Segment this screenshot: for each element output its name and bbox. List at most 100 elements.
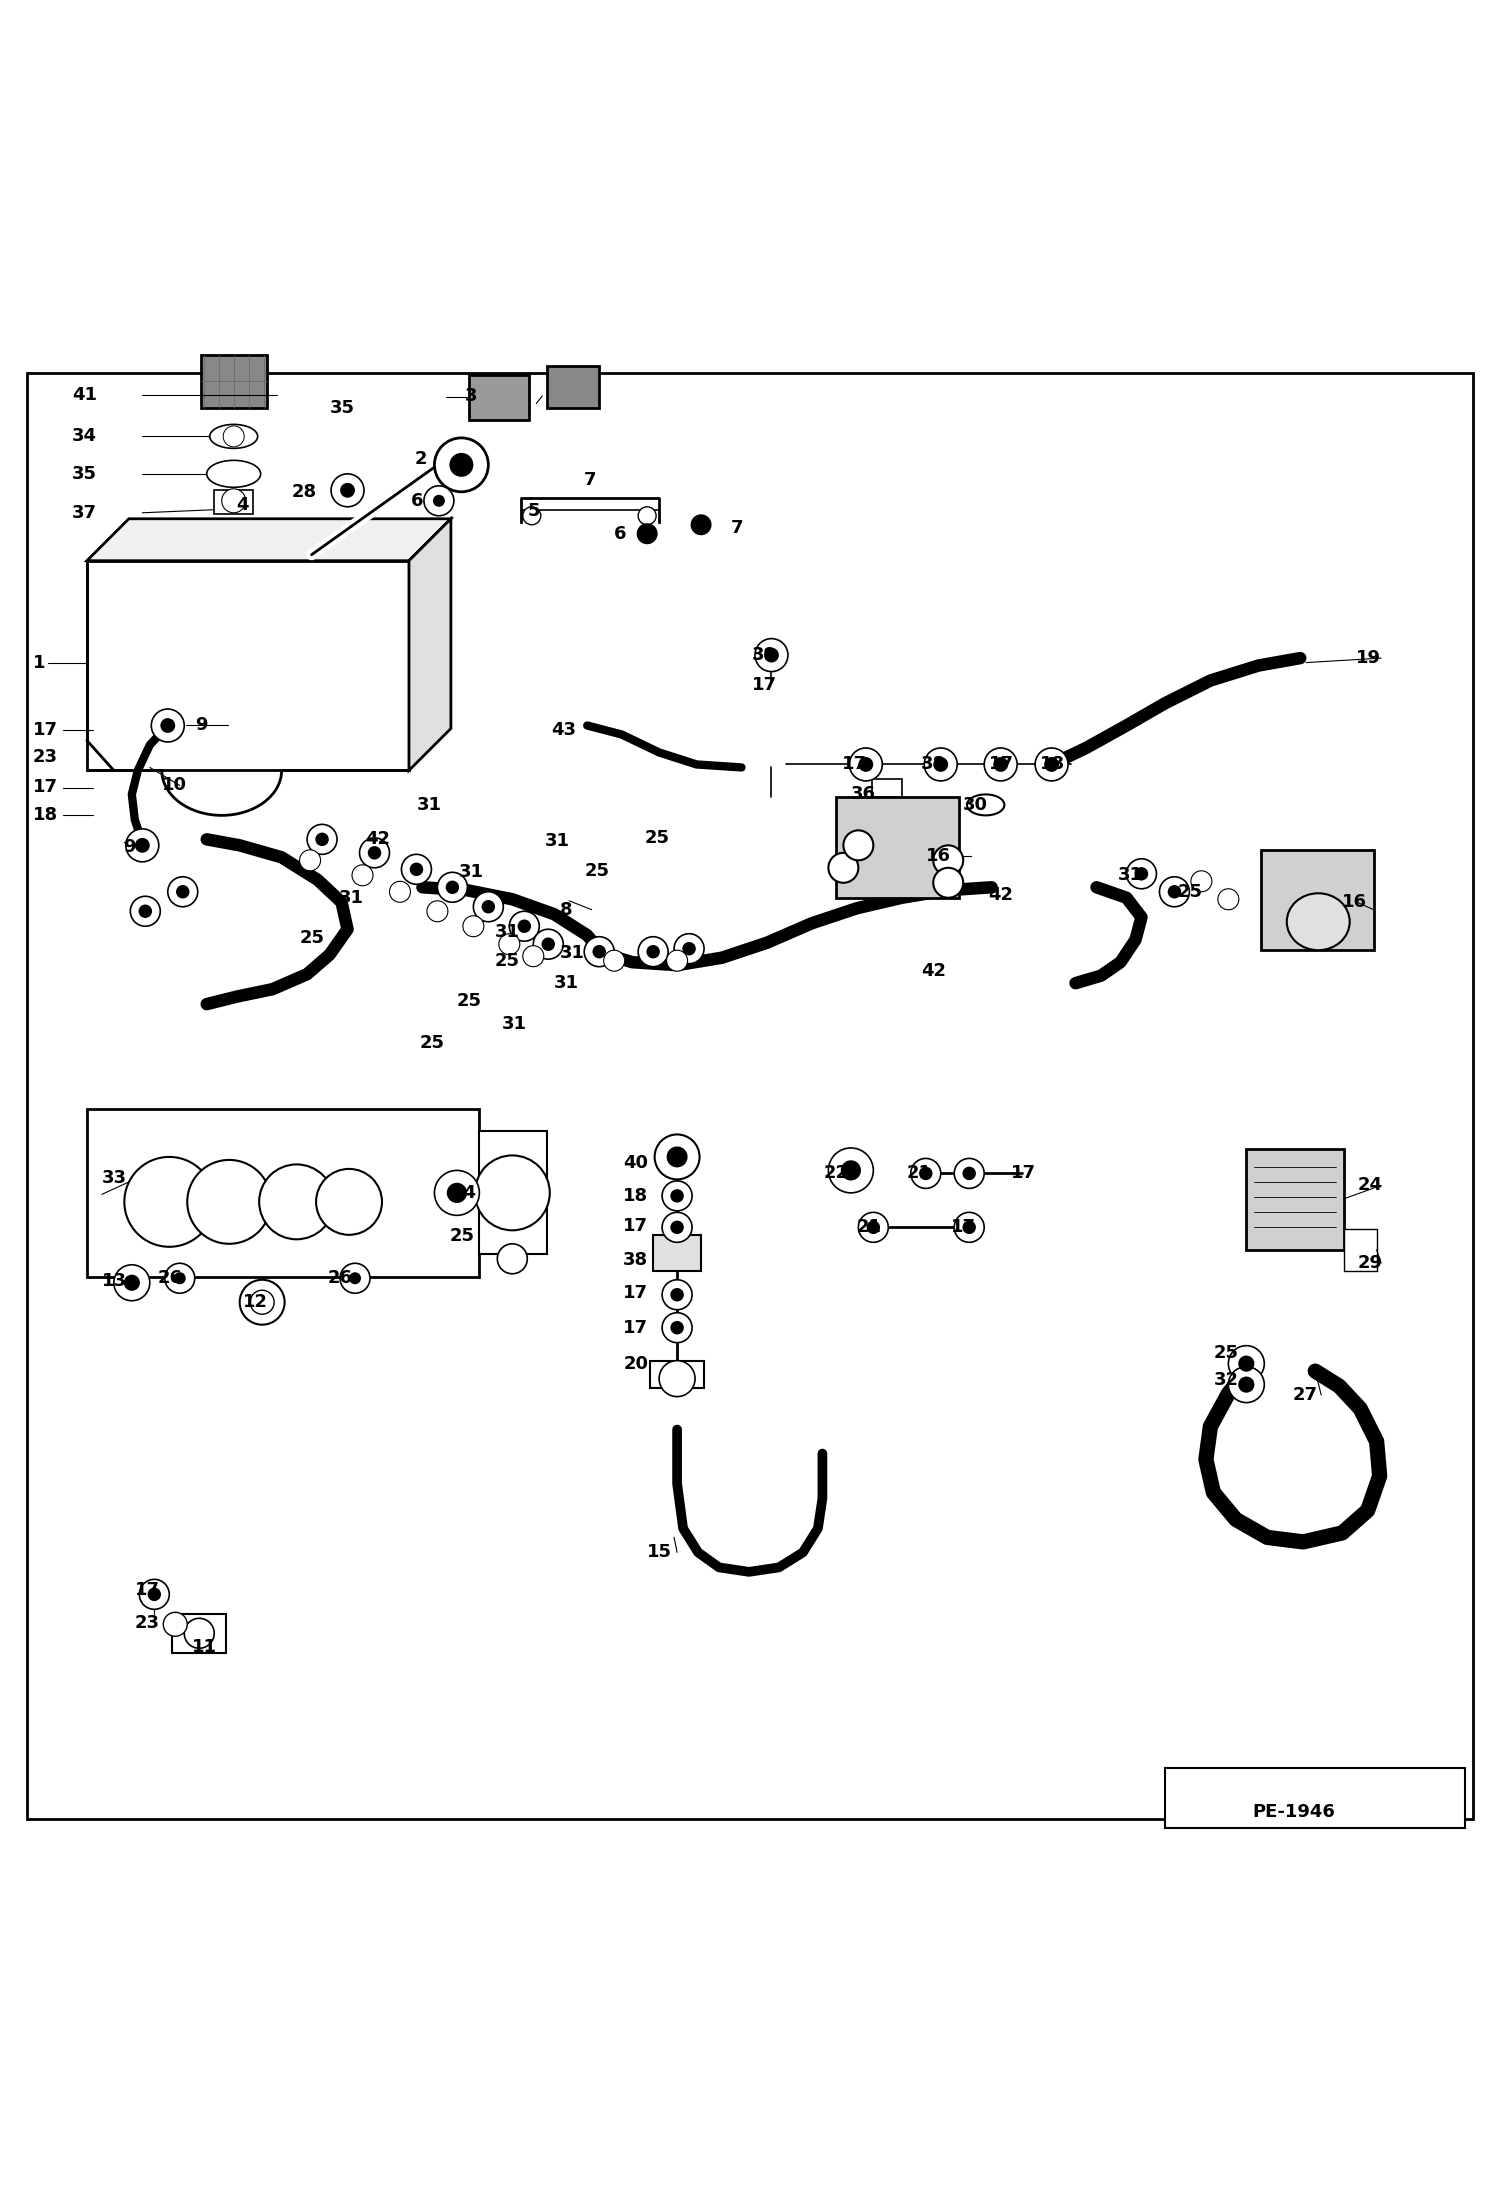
Circle shape	[518, 919, 530, 932]
Text: 17: 17	[623, 1319, 649, 1336]
Circle shape	[114, 1264, 150, 1301]
Circle shape	[163, 1613, 187, 1637]
Circle shape	[446, 1183, 467, 1202]
Text: 9: 9	[123, 838, 135, 856]
Bar	[1165, 1768, 1465, 1828]
Circle shape	[523, 946, 544, 968]
Circle shape	[1159, 878, 1189, 906]
Circle shape	[352, 864, 373, 886]
Circle shape	[523, 507, 541, 524]
Circle shape	[933, 845, 963, 875]
Text: 43: 43	[551, 722, 577, 739]
Circle shape	[250, 1290, 274, 1314]
Circle shape	[828, 1147, 873, 1194]
Text: 35: 35	[72, 465, 97, 483]
Circle shape	[340, 1264, 370, 1292]
Text: 21: 21	[906, 1165, 932, 1183]
Circle shape	[184, 1619, 214, 1648]
Circle shape	[755, 638, 788, 671]
Circle shape	[433, 496, 445, 507]
Text: 10: 10	[162, 777, 187, 794]
Text: 7: 7	[731, 518, 743, 538]
Text: 38: 38	[921, 755, 947, 774]
Bar	[87, 562, 409, 770]
Circle shape	[300, 849, 321, 871]
Text: 17: 17	[135, 1582, 160, 1599]
Text: 23: 23	[33, 748, 58, 766]
Text: 42: 42	[366, 829, 391, 849]
Circle shape	[655, 1134, 700, 1180]
Text: 22: 22	[824, 1165, 849, 1183]
Text: PE-1946: PE-1946	[1252, 1803, 1335, 1821]
Text: 40: 40	[623, 1154, 649, 1172]
Circle shape	[984, 748, 1017, 781]
Text: 31: 31	[502, 1014, 527, 1033]
Circle shape	[849, 748, 882, 781]
Text: 32: 32	[1213, 1371, 1239, 1389]
Text: 16: 16	[926, 847, 951, 864]
Text: 15: 15	[647, 1542, 673, 1562]
Text: 24: 24	[1357, 1176, 1383, 1194]
Circle shape	[584, 937, 614, 968]
Circle shape	[168, 878, 198, 906]
Circle shape	[360, 838, 389, 869]
Circle shape	[349, 1273, 361, 1283]
Circle shape	[160, 717, 175, 733]
Bar	[214, 489, 253, 513]
Circle shape	[138, 904, 153, 917]
Text: 17: 17	[989, 755, 1014, 774]
Text: 25: 25	[449, 1226, 475, 1246]
Text: 6: 6	[410, 491, 422, 509]
Circle shape	[828, 853, 858, 882]
Text: 9: 9	[195, 717, 207, 735]
Circle shape	[662, 1213, 692, 1242]
Circle shape	[340, 483, 355, 498]
Circle shape	[1035, 748, 1068, 781]
Circle shape	[1191, 871, 1212, 891]
Polygon shape	[87, 518, 451, 562]
Text: 25: 25	[1213, 1345, 1239, 1362]
Circle shape	[240, 1279, 285, 1325]
Circle shape	[604, 950, 625, 972]
Circle shape	[473, 891, 503, 921]
Bar	[872, 779, 902, 796]
Text: 31: 31	[339, 889, 364, 906]
Circle shape	[139, 1580, 169, 1610]
Bar	[1261, 849, 1374, 950]
Circle shape	[671, 1321, 683, 1334]
Circle shape	[475, 1156, 550, 1231]
Circle shape	[933, 869, 963, 897]
Circle shape	[674, 935, 704, 963]
Circle shape	[962, 1220, 977, 1233]
Text: 39: 39	[752, 645, 777, 665]
Circle shape	[1239, 1376, 1254, 1393]
Text: 6: 6	[614, 524, 626, 542]
Circle shape	[866, 1220, 879, 1233]
Text: 20: 20	[623, 1354, 649, 1373]
Text: 25: 25	[1177, 882, 1203, 902]
Circle shape	[434, 1169, 479, 1215]
Text: 28: 28	[292, 483, 318, 500]
Circle shape	[659, 1360, 695, 1398]
Circle shape	[187, 1161, 271, 1244]
Circle shape	[463, 915, 484, 937]
Polygon shape	[409, 518, 451, 770]
Circle shape	[126, 829, 159, 862]
Text: 29: 29	[1357, 1255, 1383, 1273]
Circle shape	[1126, 858, 1156, 889]
Circle shape	[671, 1189, 683, 1202]
Text: 1: 1	[33, 654, 45, 671]
Circle shape	[1239, 1356, 1254, 1371]
Text: 31: 31	[1118, 867, 1143, 884]
Circle shape	[1135, 867, 1149, 880]
Circle shape	[638, 937, 668, 968]
Circle shape	[446, 880, 458, 893]
Circle shape	[667, 950, 688, 972]
Text: 31: 31	[554, 974, 580, 992]
Text: 34: 34	[72, 428, 97, 445]
Circle shape	[1167, 884, 1180, 900]
Text: 5: 5	[527, 502, 539, 520]
Circle shape	[331, 474, 364, 507]
Circle shape	[662, 1145, 692, 1176]
Circle shape	[259, 1165, 334, 1240]
